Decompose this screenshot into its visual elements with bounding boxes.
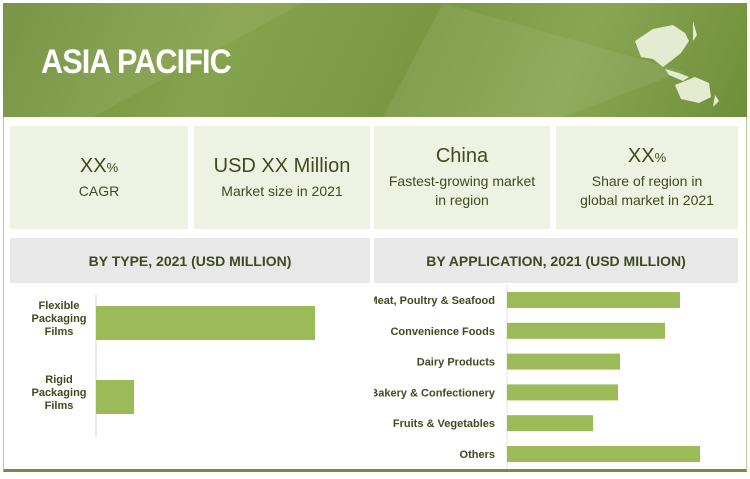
header-banner: ASIA PACIFIC: [3, 3, 747, 117]
bar-5: [507, 446, 700, 462]
stat-unit: %: [654, 150, 667, 165]
bar-3: [507, 384, 618, 401]
stat-cagr: XX% CAGR: [10, 126, 188, 229]
stat-label: CAGR: [78, 182, 120, 199]
category-label: Flexible Packaging Films: [31, 300, 86, 338]
bar-0: [507, 292, 680, 308]
by-type-chart: Flexible Packaging Films Rigid Packaging Film…: [31, 295, 315, 437]
chart-title-by-application: BY APPLICATION, 2021 (USD MILLION): [374, 238, 738, 283]
stat-unit: %: [106, 159, 119, 175]
bar-2: [507, 353, 620, 370]
chart-title-by-type: BY TYPE, 2021 (USD MILLION): [10, 238, 370, 283]
stat-value: XX: [79, 154, 107, 177]
stat-value: XX: [627, 145, 655, 167]
bar-1: [507, 322, 665, 339]
category-label: Bakery & Confectionery: [374, 387, 496, 399]
stat-label: Market size in 2021: [221, 182, 343, 199]
category-label: Convenience Foods: [390, 326, 495, 338]
category-label: Meat, Poultry & Seafood: [374, 295, 495, 307]
region-title: ASIA PACIFIC: [41, 43, 232, 81]
bar-4: [507, 415, 593, 432]
category-label: Others: [460, 449, 495, 461]
by-application-chart: Meat, Poultry & Seafood Convenience Foods…: [374, 285, 700, 469]
stat-value: USD XX Million: [213, 154, 351, 177]
category-label: Rigid Packaging Films: [31, 374, 86, 412]
stat-label: Share of region in global market in 2021: [580, 173, 714, 208]
stat-value: China: [435, 145, 489, 167]
asia-pacific-map-icon: [635, 21, 719, 107]
bar-0: [96, 306, 315, 340]
category-label: Fruits & Vegetables: [393, 418, 495, 430]
stat-region-share: XX% Share of region in global market in …: [556, 126, 738, 229]
bar-1: [96, 380, 134, 414]
stat-market-size: USD XX Million Market size in 2021: [194, 126, 370, 229]
category-label: Dairy Products: [417, 357, 495, 369]
stat-fastest-growing: China Fastest-growing market in region: [374, 126, 550, 229]
stat-label: Fastest-growing market in region: [388, 173, 536, 208]
